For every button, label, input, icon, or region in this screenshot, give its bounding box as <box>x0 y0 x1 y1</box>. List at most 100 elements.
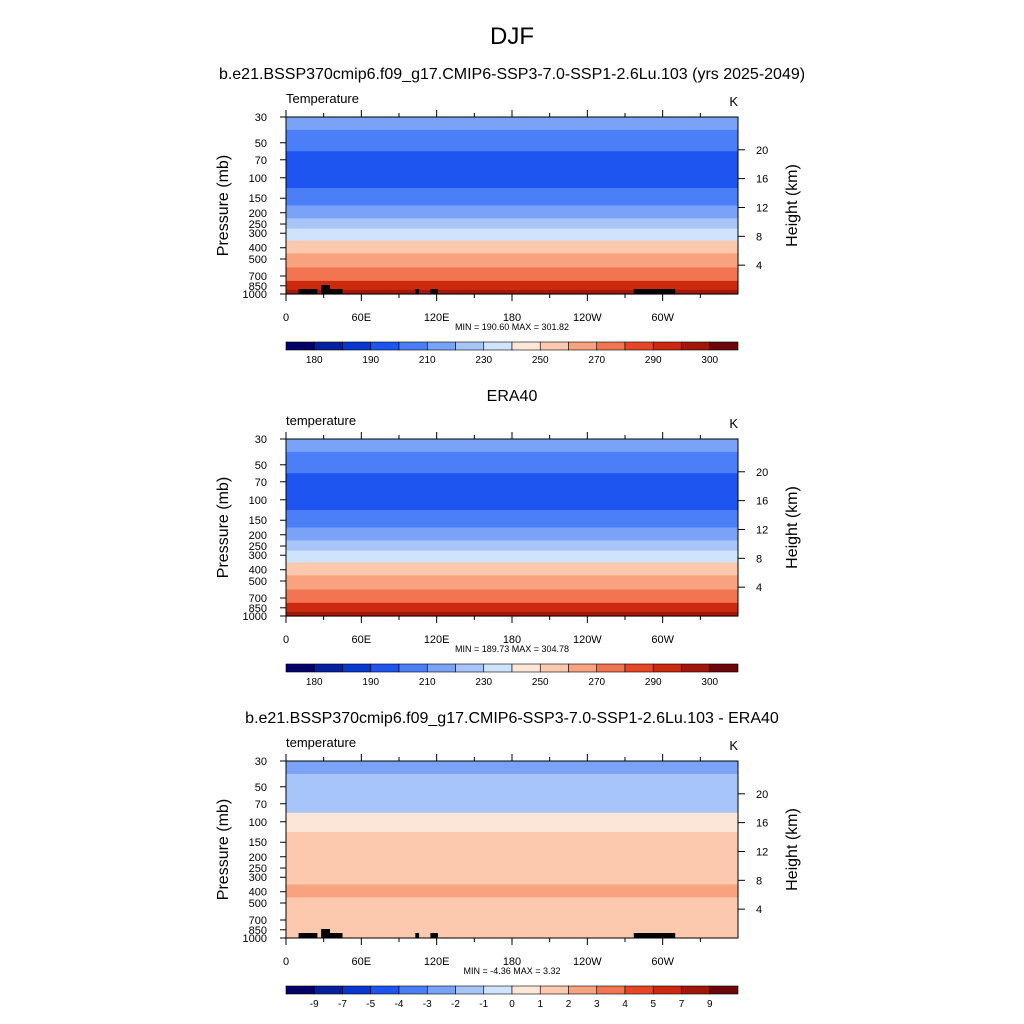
panel-title: b.e21.BSSP370cmip6.f09_g17.CMIP6-SSP3-7.… <box>245 710 779 727</box>
contour-band <box>286 812 738 833</box>
terrain-block <box>633 933 676 938</box>
contour-band <box>286 933 738 939</box>
x-tick-label: 60E <box>352 634 372 646</box>
height-tick-label: 12 <box>756 202 768 214</box>
units-label: K <box>729 416 738 431</box>
colorbar-swatch <box>709 663 739 673</box>
contour-band <box>286 188 738 207</box>
colorbar-swatch <box>709 341 739 351</box>
min-max-text: MIN = 189.73 MAX = 304.78 <box>455 644 569 654</box>
x-tick-label: 60E <box>352 956 372 968</box>
contour-band <box>286 129 738 152</box>
colorbar-label: 0 <box>509 999 515 1010</box>
colorbar-swatch <box>568 663 598 673</box>
y-tick-label: 850 <box>249 281 267 293</box>
x-tick-label: 120W <box>573 956 602 968</box>
contour-band <box>286 884 738 898</box>
colorbar-label: 4 <box>622 999 628 1010</box>
x-tick-label: 120E <box>424 956 450 968</box>
y-tick-label: 70 <box>255 799 267 811</box>
height-tick-label: 16 <box>756 174 768 186</box>
contour-band <box>286 117 738 131</box>
terrain-block <box>430 933 438 938</box>
colorbar-label: 1 <box>537 999 543 1010</box>
y-tick-label: 100 <box>249 495 267 507</box>
y-axis-right-title: Height (km) <box>784 164 801 247</box>
y-tick-label: 500 <box>249 576 267 588</box>
colorbar-label: -1 <box>479 999 488 1010</box>
colorbar-swatch <box>652 663 682 673</box>
y-tick-label: 700 <box>249 593 267 605</box>
colorbar-swatch <box>709 985 739 995</box>
colorbar-label: 250 <box>532 677 549 688</box>
y-axis-title: Pressure (mb) <box>215 799 232 900</box>
colorbar-label: 190 <box>362 677 379 688</box>
colorbar-swatch <box>342 663 372 673</box>
contour-band <box>286 897 738 913</box>
x-tick-label: 60W <box>651 956 674 968</box>
y-tick-label: 50 <box>255 782 267 794</box>
height-tick-label: 8 <box>756 875 762 887</box>
contour-band <box>286 761 738 775</box>
y-tick-label: 850 <box>249 925 267 937</box>
colorbar-swatch <box>285 341 315 351</box>
contour-band <box>286 218 738 230</box>
colorbar-swatch <box>285 985 315 995</box>
contour-band <box>286 832 738 851</box>
contour-band <box>286 280 738 291</box>
colorbar-label: -7 <box>338 999 347 1010</box>
colorbar-label: 230 <box>475 355 492 366</box>
colorbar-swatch <box>455 341 485 351</box>
colorbar-label: 300 <box>701 677 718 688</box>
colorbar-swatch <box>596 341 626 351</box>
colorbar-label: 270 <box>588 355 605 366</box>
y-tick-label: 30 <box>255 112 267 124</box>
colorbar-swatch <box>681 663 711 673</box>
contour-band <box>286 228 738 242</box>
contour-band <box>286 924 738 935</box>
x-tick-label: 60W <box>651 634 674 646</box>
y-tick-label: 300 <box>249 872 267 884</box>
contour-band <box>286 562 738 576</box>
terrain-block <box>298 933 318 938</box>
contour-band <box>286 550 738 564</box>
colorbar-swatch <box>370 341 400 351</box>
units-label: K <box>729 94 738 109</box>
x-tick-label: 0 <box>283 956 289 968</box>
contour-band <box>286 795 738 814</box>
height-tick-label: 20 <box>756 145 768 157</box>
colorbar-label: 210 <box>419 677 436 688</box>
colorbar-swatch <box>342 985 372 995</box>
height-tick-label: 12 <box>756 524 768 536</box>
colorbar-swatch <box>370 663 400 673</box>
contour-band <box>286 490 738 511</box>
contour-band <box>286 168 738 189</box>
y-tick-label: 30 <box>255 434 267 446</box>
colorbar-label: 290 <box>645 355 662 366</box>
height-tick-label: 4 <box>756 904 762 916</box>
terrain-block <box>633 289 676 294</box>
contour-band <box>286 253 738 269</box>
height-tick-label: 20 <box>756 467 768 479</box>
y-axis-title: Pressure (mb) <box>215 477 232 578</box>
y-tick-label: 1000 <box>243 611 267 623</box>
height-tick-label: 8 <box>756 231 762 243</box>
y-tick-label: 300 <box>249 550 267 562</box>
variable-label: Temperature <box>286 91 359 106</box>
y-tick-label: 100 <box>249 173 267 185</box>
contour-band <box>286 527 738 541</box>
colorbar-swatch <box>483 985 513 995</box>
contour-band <box>286 151 738 170</box>
terrain-block <box>329 933 343 938</box>
contour-band <box>286 451 738 474</box>
x-tick-label: 60E <box>352 312 372 324</box>
contour-band <box>286 611 738 617</box>
colorbar-swatch <box>511 985 541 995</box>
y-tick-label: 200 <box>249 208 267 220</box>
colorbar-swatch <box>455 985 485 995</box>
y-tick-label: 500 <box>249 898 267 910</box>
colorbar-label: 7 <box>679 999 685 1010</box>
x-tick-label: 120W <box>573 312 602 324</box>
variable-label: temperature <box>286 413 356 428</box>
panel-2: ERA40 temperature K 0 60E 120E 180 120W 60W 30 50 7… <box>215 388 801 688</box>
